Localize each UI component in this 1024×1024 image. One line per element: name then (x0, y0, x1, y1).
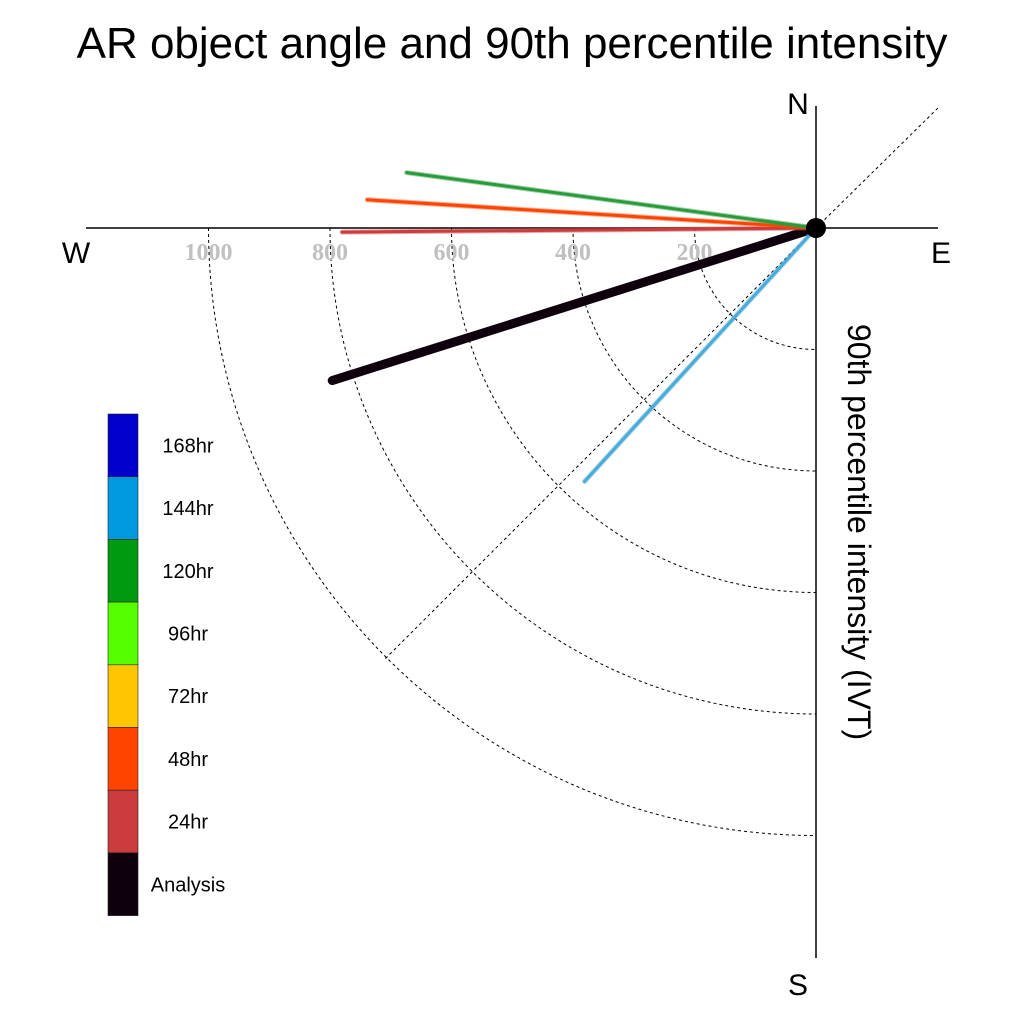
legend-swatch-72hr (107, 664, 139, 728)
legend-swatch-24hr (107, 789, 139, 854)
legend-label-72hr: 72hr (168, 686, 208, 708)
origin-marker (806, 218, 826, 238)
radial-tick-label: 800 (312, 240, 348, 266)
ring-400 (572, 227, 817, 472)
legend-swatch-96hr (107, 601, 139, 666)
ring-1000 (208, 227, 817, 836)
compass-north: N (787, 88, 809, 121)
vector-analysis (327, 223, 821, 386)
vector-120hr (405, 171, 818, 230)
legend-label-24hr: 24hr (168, 812, 208, 834)
chart-title: AR object angle and 90th percentile inte… (77, 19, 948, 68)
compass-south: S (788, 969, 808, 1002)
vector-24hr (340, 226, 818, 234)
radial-gridlines (208, 227, 817, 836)
series-vectors (327, 170, 821, 484)
legend-swatch-144hr (107, 476, 139, 540)
vector-48hr (365, 198, 818, 230)
ring-600 (451, 227, 817, 593)
legend-label-96hr: 96hr (168, 623, 208, 645)
y-axis-label: 90th percentile intensity (IVT) (841, 324, 877, 740)
legend-label-48hr: 48hr (168, 749, 208, 771)
legend-label-120hr: 120hr (162, 561, 213, 583)
compass-east: E (931, 237, 951, 270)
radial-tick-label: 600 (434, 240, 470, 266)
radial-tick-labels: 1000 800 600 400 200 (185, 240, 713, 266)
vector-144hr (583, 226, 818, 483)
ring-200 (694, 227, 817, 350)
legend-label-168hr: 168hr (162, 435, 213, 457)
legend-label-144hr: 144hr (162, 498, 213, 520)
radial-tick-label: 1000 (185, 240, 233, 266)
diagonal-guide-ne (815, 105, 941, 229)
legend-swatch-168hr (107, 413, 139, 478)
radial-tick-label: 400 (555, 240, 591, 266)
legend-label-analysis: Analysis (151, 874, 225, 896)
legend-swatch-analysis (107, 852, 139, 916)
legend-swatch-120hr (107, 539, 139, 603)
compass-west: W (62, 237, 91, 270)
ring-800 (329, 227, 817, 715)
legend-swatch-48hr (107, 727, 139, 791)
legend: 168hr 144hr 120hr 96hr 72hr 48hr 24hr Analysis (107, 413, 225, 916)
